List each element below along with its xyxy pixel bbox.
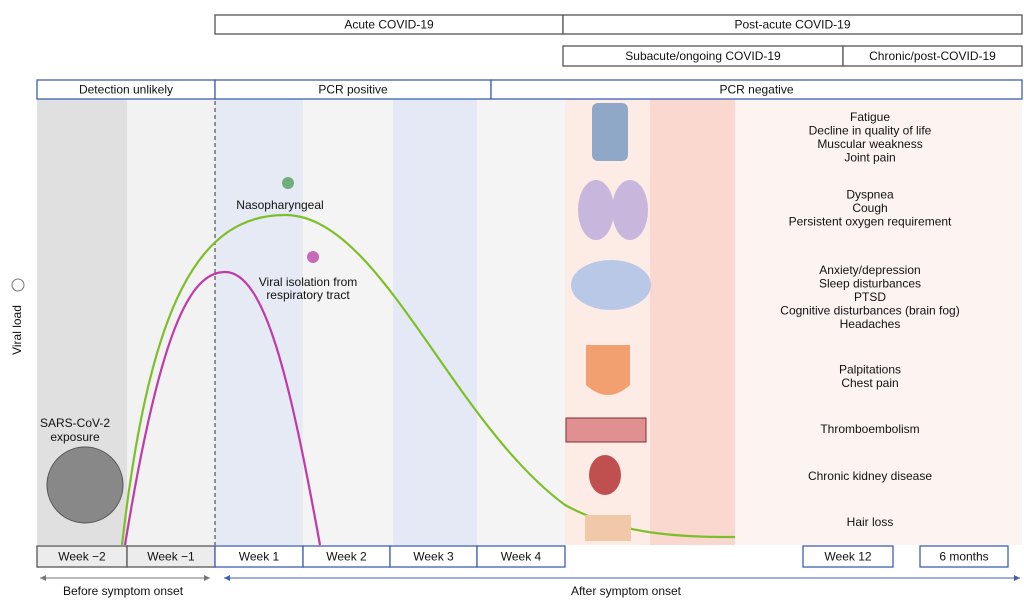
symptom: Anxiety/depression — [819, 263, 920, 277]
symptom: Cognitive disturbances (brain fog) — [780, 304, 959, 318]
after-label: After symptom onset — [571, 584, 682, 598]
week-label: Week 1 — [239, 550, 280, 564]
phase-box — [842, 45, 1023, 67]
symptom: Palpitations — [839, 362, 901, 376]
week-label: 6 months — [939, 550, 988, 564]
background-columns — [37, 99, 1022, 545]
symptom: Hair loss — [847, 515, 894, 529]
week-label: Week −1 — [147, 550, 195, 564]
week-box — [919, 545, 1009, 568]
curve-label: Nasopharyngeal — [236, 198, 323, 212]
week-label: Week 12 — [824, 550, 871, 564]
symptom: Chronic kidney disease — [808, 469, 932, 483]
symptom: Thromboembolism — [820, 422, 919, 436]
week-label: Week 2 — [326, 550, 367, 564]
phase-label: Acute COVID-19 — [344, 18, 434, 32]
exposure-label: exposure — [50, 430, 100, 444]
week-box — [476, 545, 566, 568]
organ-icons — [565, 103, 651, 541]
symptom: Joint pain — [844, 150, 895, 164]
detection-label: PCR negative — [719, 83, 793, 97]
detection-box — [490, 79, 1023, 100]
isolation-curve — [123, 270, 322, 546]
symptom: Muscular weakness — [817, 137, 922, 151]
exposure-label: SARS-CoV-2 — [40, 416, 110, 430]
symptom: Dyspnea — [846, 188, 894, 202]
symptom: Chest pain — [841, 376, 898, 390]
symptom: Sleep disturbances — [819, 277, 921, 291]
phase-label: Chronic/post-COVID-19 — [869, 49, 996, 63]
detection-label: Detection unlikely — [79, 83, 173, 97]
week-label: Week 3 — [413, 550, 454, 564]
virus-icon — [11, 177, 319, 524]
symptom: Fatigue — [850, 110, 890, 124]
detection-label: PCR positive — [318, 83, 388, 97]
phase-box — [562, 14, 1023, 35]
y-axis-label: Viral load — [10, 305, 24, 355]
phase-label: Subacute/ongoing COVID-19 — [625, 49, 781, 63]
symptom: Decline in quality of life — [809, 123, 932, 137]
week-box — [802, 545, 894, 568]
curve-label: respiratory tract — [266, 288, 350, 302]
symptom: PTSD — [854, 290, 886, 304]
symptom: Persistent oxygen requirement — [789, 215, 952, 229]
phase-label: Post-acute COVID-19 — [734, 18, 850, 32]
curve-label: Viral isolation from — [259, 275, 357, 289]
before-label: Before symptom onset — [63, 584, 184, 598]
week-label: Week −2 — [58, 550, 106, 564]
symptom: Cough — [852, 201, 887, 215]
week-label: Week 4 — [501, 550, 542, 564]
symptom: Headaches — [840, 317, 901, 331]
